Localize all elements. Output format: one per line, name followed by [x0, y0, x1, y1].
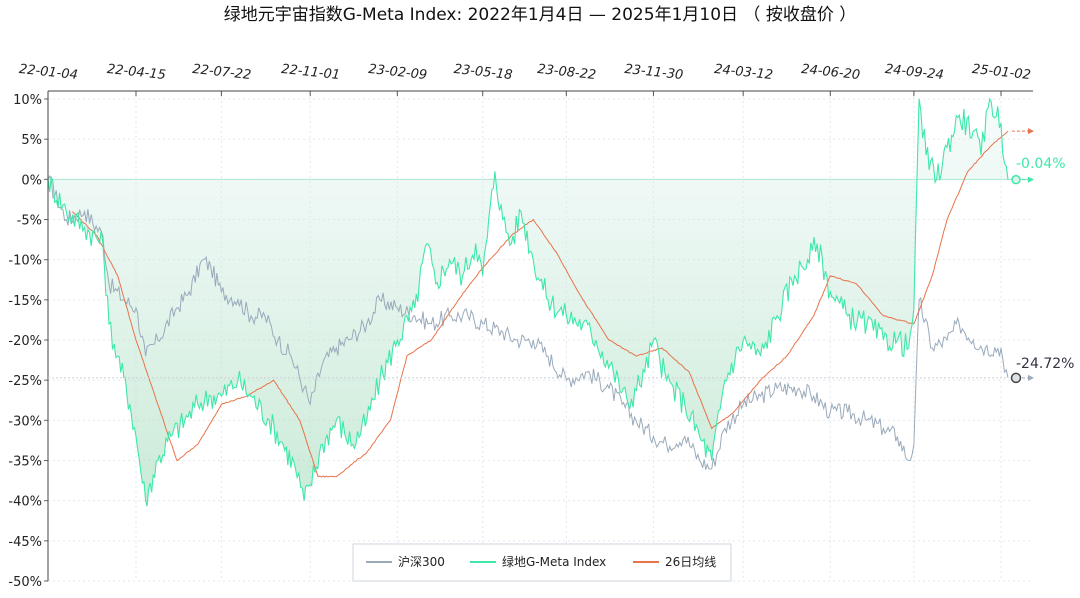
- x-tick-label: 23-08-22: [537, 62, 597, 83]
- y-tick-label: 10%: [13, 93, 42, 108]
- legend-label-gmeta: 绿地G-Meta Index: [502, 554, 606, 569]
- x-tick-label: 22-07-22: [192, 62, 252, 83]
- y-tick-label: -20%: [8, 334, 42, 349]
- legend: 沪深300 绿地G-Meta Index 26日均线: [352, 543, 732, 582]
- end-label-hs300: -24.72%: [1016, 356, 1074, 372]
- x-tick-label: 22-11-01: [280, 62, 340, 83]
- y-tick-label: -10%: [8, 254, 42, 269]
- series-line-ma26: [72, 130, 1009, 478]
- x-tick-label: 23-05-18: [453, 62, 513, 83]
- y-tick-label: -30%: [8, 414, 42, 429]
- hs300-end-marker: [1010, 372, 1022, 384]
- legend-label-hs300: 沪深300: [398, 555, 445, 569]
- marker-layer: [48, 128, 1034, 384]
- y-tick-label: 5%: [21, 133, 42, 148]
- y-tick-label: 0%: [21, 173, 42, 188]
- x-tick-label: 23-02-09: [368, 62, 428, 83]
- chart-title: 绿地元宇宙指数G-Meta Index: 2022年1月4日 — 2025年1月…: [224, 5, 856, 25]
- x-tick-label: 22-01-04: [18, 62, 78, 83]
- y-tick-label: -50%: [8, 575, 42, 590]
- gmeta-area-fill: [48, 99, 1008, 507]
- hs300-arrow-head: [1028, 374, 1034, 381]
- series-line-gmeta: [47, 97, 1009, 507]
- legend-label-ma26: 26日均线: [665, 555, 716, 569]
- legend-box: [352, 543, 732, 582]
- x-tick-label: 24-03-12: [713, 62, 773, 83]
- x-tick-label: 24-06-20: [801, 62, 861, 83]
- x-tick-label: 24-09-24: [884, 62, 944, 83]
- x-tick-label: 23-11-30: [624, 62, 684, 83]
- axis-layer: 10% 5% 0% -5% -10% -15% -20% -25% -30% -35% -40% -4…: [8, 62, 1033, 590]
- y-tick-label: -35%: [8, 455, 42, 470]
- series-line-hs300: [47, 175, 1009, 470]
- y-tick-label: -25%: [8, 374, 42, 389]
- ma26-arrow-head: [1028, 128, 1034, 135]
- x-tick-label: 25-01-02: [971, 62, 1031, 83]
- x-tick-label: 22-04-15: [106, 62, 166, 83]
- y-tick-label: -5%: [17, 214, 42, 229]
- y-tick-label: -15%: [8, 294, 42, 309]
- y-tick-label: -45%: [8, 535, 42, 550]
- y-tick-label: -40%: [8, 495, 42, 510]
- gmeta-end-marker: [1011, 174, 1021, 185]
- gmeta-arrow-head: [1028, 176, 1034, 183]
- end-label-gmeta: -0.04%: [1016, 156, 1066, 172]
- series-layer: [47, 97, 1009, 507]
- fill-layer: [48, 99, 1008, 507]
